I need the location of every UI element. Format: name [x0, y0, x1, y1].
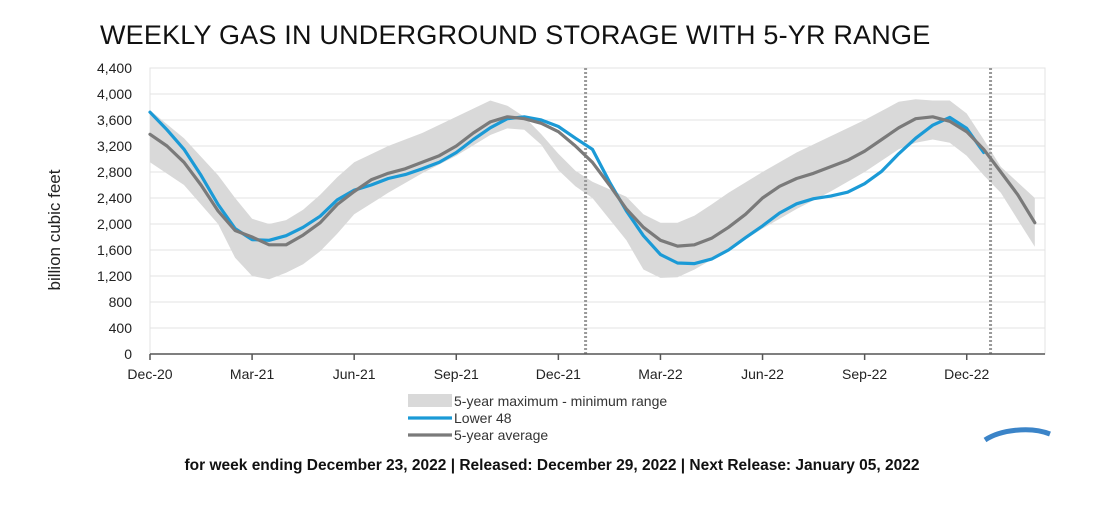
x-tick-label: Mar-21	[230, 366, 275, 382]
y-tick-label: 2,800	[97, 164, 132, 180]
x-tick-label: Jun-21	[333, 366, 376, 382]
footer-note: for week ending December 23, 2022 | Rele…	[184, 457, 920, 474]
axis-layer: 0 400 800 1,200 1,600 2,000 2,400 2,800 3,200 3,6…	[97, 60, 1045, 382]
x-tick-label: Sep-22	[842, 366, 887, 382]
legend-swatch-band	[408, 394, 452, 407]
chart-svg: 0 400 800 1,200 1,600 2,000 2,400 2,800 3,200 3,6…	[45, 60, 1051, 443]
lower-48-line	[148, 110, 986, 266]
five-year-average-line	[148, 115, 1037, 248]
legend-label: Lower 48	[454, 410, 512, 426]
range-band	[150, 99, 1035, 280]
x-tick-label: Jun-22	[741, 366, 784, 382]
chart-title: WEEKLY GAS IN UNDERGROUND STORAGE WITH 5…	[100, 20, 931, 50]
logo-fragment	[983, 427, 1051, 443]
legend-label: 5-year maximum - minimum range	[454, 393, 667, 409]
y-tick-label: 3,600	[97, 112, 132, 128]
y-tick-label: 4,400	[97, 60, 132, 76]
y-tick-label: 800	[109, 294, 133, 310]
y-tick-label: 0	[124, 346, 132, 362]
y-axis-label: billion cubic feet	[45, 169, 64, 290]
x-tick-label: Mar-22	[638, 366, 683, 382]
y-tick-label: 2,000	[97, 216, 132, 232]
band-layer	[150, 99, 1035, 280]
x-tick-label: Dec-20	[127, 366, 172, 382]
x-tick-label: Sep-21	[434, 366, 479, 382]
y-tick-label: 400	[109, 320, 133, 336]
series-layer	[148, 110, 1037, 266]
x-tick-label: Dec-22	[944, 366, 989, 382]
y-tick-label: 1,600	[97, 242, 132, 258]
y-tick-label: 4,000	[97, 86, 132, 102]
x-tick-label: Dec-21	[536, 366, 581, 382]
y-tick-label: 2,400	[97, 190, 132, 206]
legend-label: 5-year average	[454, 427, 548, 443]
y-tick-label: 3,200	[97, 138, 132, 154]
y-tick-label: 1,200	[97, 268, 132, 284]
